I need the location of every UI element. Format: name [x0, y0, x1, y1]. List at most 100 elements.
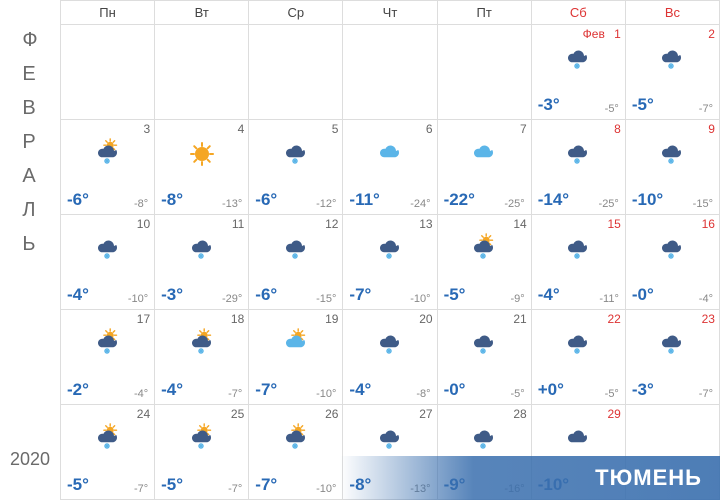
weather-icon: [626, 43, 719, 75]
weather-icon: [343, 423, 436, 455]
calendar-app: ФЕВРАЛЬ 2020 ПнВтСрЧтПтСбВс Фев1-3°-5°2-…: [0, 0, 720, 500]
calendar-cell-empty: [343, 25, 437, 120]
weather-icon: [626, 138, 719, 170]
calendar-cell[interactable]: 15-4°-11°: [532, 215, 626, 310]
day-number: 16: [702, 217, 715, 231]
temp-low: -4°: [134, 388, 148, 400]
weekday-header: ПнВтСрЧтПтСбВс: [61, 1, 720, 25]
calendar-cell[interactable]: 19-7°-10°: [249, 310, 343, 405]
calendar-cell[interactable]: 11-3°-29°: [155, 215, 249, 310]
weekday-col: Ср: [249, 1, 343, 25]
temp-low: -8°: [134, 198, 148, 210]
weather-icon: [61, 138, 154, 170]
temp-low: -7°: [134, 483, 148, 495]
temp-low: -24°: [410, 198, 430, 210]
day-number: 21: [513, 312, 526, 326]
temp-low: -10°: [410, 293, 430, 305]
weather-icon: [532, 423, 625, 455]
temp-low: -25°: [504, 198, 524, 210]
calendar-cell[interactable]: 5-6°-12°: [249, 120, 343, 215]
calendar-cell-empty: [61, 25, 155, 120]
temp-low: -10°: [316, 388, 336, 400]
temp-low: -12°: [316, 198, 336, 210]
weekday-col: Пн: [61, 1, 155, 25]
temp-low: -8°: [416, 388, 430, 400]
calendar-cell[interactable]: 8-14°-25°: [532, 120, 626, 215]
calendar-cell[interactable]: 6-11°-24°: [343, 120, 437, 215]
temp-low: -9°: [511, 293, 525, 305]
temp-high: -5°: [632, 95, 654, 115]
temp-high: -6°: [67, 190, 89, 210]
month-vertical: ФЕВРАЛЬ: [22, 30, 37, 254]
calendar-cell[interactable]: 14-5°-9°: [438, 215, 532, 310]
calendar-cell[interactable]: 3-6°-8°: [61, 120, 155, 215]
calendar-cell[interactable]: 17-2°-4°: [61, 310, 155, 405]
day-number: 5: [332, 122, 339, 136]
weather-icon: [626, 328, 719, 360]
temp-low: -11°: [599, 293, 618, 305]
temp-low: -5°: [511, 388, 525, 400]
day-number: 13: [419, 217, 432, 231]
day-number: 26: [325, 407, 338, 421]
temp-high: -22°: [444, 190, 475, 210]
calendar-cell[interactable]: 20-4°-8°: [343, 310, 437, 405]
calendar-cell[interactable]: 26-7°-10°: [249, 405, 343, 500]
calendar-cell[interactable]: 16-0°-4°: [626, 215, 720, 310]
calendar-cell[interactable]: 2-5°-7°: [626, 25, 720, 120]
temp-low: -15°: [693, 198, 713, 210]
temp-high: -3°: [161, 285, 183, 305]
calendar-cell[interactable]: 7-22°-25°: [438, 120, 532, 215]
weather-icon: [155, 328, 248, 360]
calendar-cell[interactable]: 12-6°-15°: [249, 215, 343, 310]
calendar-cell[interactable]: 22+0°-5°: [532, 310, 626, 405]
temp-low: -5°: [605, 103, 619, 115]
temp-high: -14°: [538, 190, 569, 210]
weekday-col: Вс: [626, 1, 720, 25]
weather-icon: [438, 328, 531, 360]
temp-low: -7°: [699, 388, 713, 400]
weather-icon: [532, 43, 625, 75]
weather-icon: [532, 138, 625, 170]
day-number: 10: [137, 217, 150, 231]
calendar-body: Фев1-3°-5°2-5°-7°3-6°-8°4-8°-13°5-6°-12°…: [61, 25, 720, 500]
weather-icon: [438, 233, 531, 265]
calendar-cell[interactable]: 13-7°-10°: [343, 215, 437, 310]
calendar-cell[interactable]: 24-5°-7°: [61, 405, 155, 500]
temp-high: -5°: [67, 475, 89, 495]
calendar-cell[interactable]: 23-3°-7°: [626, 310, 720, 405]
sidebar: ФЕВРАЛЬ 2020: [0, 0, 60, 500]
weekday-col: Пт: [438, 1, 532, 25]
weather-icon: [343, 233, 436, 265]
temp-low: -5°: [605, 388, 619, 400]
day-number: 4: [238, 122, 245, 136]
weather-icon: [61, 423, 154, 455]
weather-icon: [532, 233, 625, 265]
weekday-col: Чт: [343, 1, 437, 25]
calendar-cell[interactable]: 9-10°-15°: [626, 120, 720, 215]
calendar-cell[interactable]: 4-8°-13°: [155, 120, 249, 215]
day-number: 28: [513, 407, 526, 421]
calendar-cell[interactable]: Фев1-3°-5°: [532, 25, 626, 120]
month-letter: Л: [22, 200, 37, 220]
day-number: 19: [325, 312, 338, 326]
month-letter: Ь: [22, 234, 37, 254]
calendar-cell-empty: [155, 25, 249, 120]
calendar-cell[interactable]: 10-4°-10°: [61, 215, 155, 310]
weather-icon: [61, 328, 154, 360]
temp-high: -4°: [161, 380, 183, 400]
month-letter: А: [22, 166, 37, 186]
calendar-cell[interactable]: 25-5°-7°: [155, 405, 249, 500]
city-name: ТЮМЕНЬ: [595, 465, 702, 491]
day-number: 20: [419, 312, 432, 326]
calendar-cell[interactable]: 21-0°-5°: [438, 310, 532, 405]
weekday-col: Вт: [155, 1, 249, 25]
weather-icon: [249, 233, 342, 265]
calendar-row: 10-4°-10°11-3°-29°12-6°-15°13-7°-10°14-5…: [61, 215, 720, 310]
temp-high: -2°: [67, 380, 89, 400]
temp-low: -13°: [222, 198, 242, 210]
calendar-cell-empty: [438, 25, 532, 120]
calendar-cell[interactable]: 18-4°-7°: [155, 310, 249, 405]
weekday-col: Сб: [532, 1, 626, 25]
temp-low: -7°: [699, 103, 713, 115]
weather-icon: [438, 138, 531, 170]
